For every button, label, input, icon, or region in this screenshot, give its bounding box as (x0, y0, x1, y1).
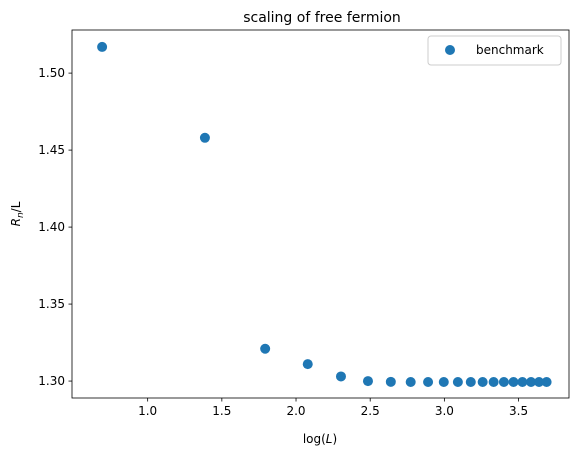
data-point (498, 376, 509, 387)
data-point (541, 376, 552, 387)
data-point (362, 376, 373, 387)
x-axis: 1.0 1.5 2.0 2.5 3.0 3.5 (138, 398, 528, 418)
x-tick-label: 1.5 (212, 404, 231, 418)
data-point (517, 376, 528, 387)
x-axis-label: log(L) (303, 432, 337, 446)
data-point (477, 376, 488, 387)
y-tick-label: 1.50 (38, 66, 65, 80)
chart-title: scaling of free fermion (243, 10, 401, 26)
y-axis-label-sub: n (16, 212, 26, 218)
data-point (335, 371, 346, 382)
data-point (465, 376, 476, 387)
data-point (508, 376, 519, 387)
plot-area (71, 29, 570, 399)
legend: benchmark (427, 35, 562, 66)
data-point (302, 359, 313, 370)
y-tick-label: 1.40 (38, 220, 65, 234)
plot-frame (71, 29, 570, 399)
y-tick-label: 1.35 (38, 297, 65, 311)
legend-marker (445, 45, 455, 55)
data-point (405, 376, 416, 387)
data-point (260, 343, 271, 354)
y-axis-label: Rn/L (9, 201, 26, 226)
y-tick-label: 1.30 (38, 374, 65, 388)
x-tick-label: 1.0 (138, 404, 157, 418)
data-point (385, 376, 396, 387)
data-point (438, 376, 449, 387)
data-point (199, 132, 210, 143)
data-point (488, 376, 499, 387)
y-axis-label-var: R (9, 218, 23, 226)
data-point (534, 376, 545, 387)
legend-box (427, 35, 562, 66)
y-axis: 1.30 1.35 1.40 1.45 1.50 (38, 66, 72, 388)
legend-label: benchmark (476, 43, 544, 57)
x-axis-label-var: L (326, 432, 333, 446)
x-tick-label: 3.5 (509, 404, 528, 418)
data-point (423, 376, 434, 387)
x-tick-label: 2.0 (286, 404, 305, 418)
y-axis-label-suffix: /L (9, 201, 23, 212)
x-tick-label: 3.0 (435, 404, 454, 418)
y-tick-label: 1.45 (38, 143, 65, 157)
x-axis-label-prefix: log( (303, 432, 326, 446)
x-tick-label: 2.5 (361, 404, 380, 418)
x-axis-label-suffix: ) (332, 432, 337, 446)
series-benchmark (97, 41, 552, 387)
data-point (452, 376, 463, 387)
data-point (526, 376, 537, 387)
data-point (97, 41, 108, 52)
